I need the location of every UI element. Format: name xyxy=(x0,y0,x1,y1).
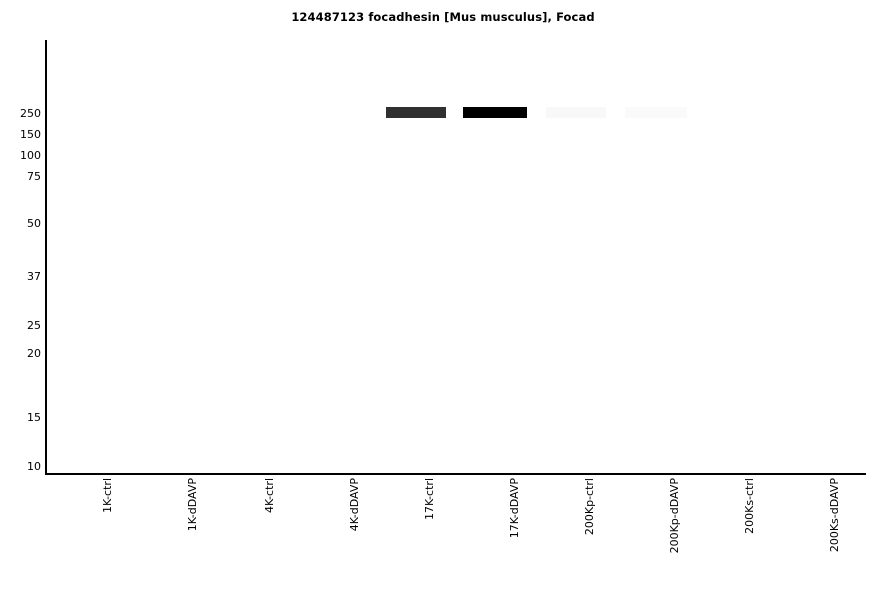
blot-band-200kp-ctrl xyxy=(546,107,606,118)
x-axis-tick-label-200kp-ctrl: 200Kp-ctrl xyxy=(583,478,596,536)
x-axis-tick-label-1k-ddavp: 1K-dDAVP xyxy=(186,478,199,532)
y-axis-line xyxy=(45,40,47,475)
y-axis-tick-label: 25 xyxy=(27,319,41,332)
y-axis-tick-label: 15 xyxy=(27,411,41,424)
x-axis-tick-label-17k-ctrl: 17K-ctrl xyxy=(423,478,436,520)
x-axis-line xyxy=(45,473,866,475)
x-axis-tick-label-200ks-ctrl: 200Ks-ctrl xyxy=(743,478,756,534)
y-axis-tick-label: 150 xyxy=(20,128,41,141)
y-axis-tick-label: 250 xyxy=(20,107,41,120)
x-axis-tick-label-1k-ctrl: 1K-ctrl xyxy=(101,478,114,513)
x-axis-tick-label-17k-ddavp: 17K-dDAVP xyxy=(508,478,521,539)
x-axis-tick-label-4k-ctrl: 4K-ctrl xyxy=(263,478,276,513)
y-axis-tick-label: 100 xyxy=(20,149,41,162)
blot-band-17k-ddavp xyxy=(463,107,527,118)
y-axis-tick-label: 10 xyxy=(27,460,41,473)
y-axis-tick-label: 50 xyxy=(27,217,41,230)
y-axis-tick-label: 37 xyxy=(27,270,41,283)
blot-band-200kp-ddavp xyxy=(625,107,687,118)
plot-area xyxy=(47,40,866,473)
y-axis-tick-label: 20 xyxy=(27,347,41,360)
y-axis-tick-label: 75 xyxy=(27,170,41,183)
page-title: 124487123 focadhesin [Mus musculus], Foc… xyxy=(291,10,595,24)
x-axis-tick-label-4k-ddavp: 4K-dDAVP xyxy=(348,478,361,532)
blot-band-17k-ctrl xyxy=(386,107,446,118)
x-axis-tick-label-200ks-ddavp: 200Ks-dDAVP xyxy=(828,478,841,553)
x-axis-tick-label-200kp-ddavp: 200Kp-dDAVP xyxy=(668,478,681,554)
